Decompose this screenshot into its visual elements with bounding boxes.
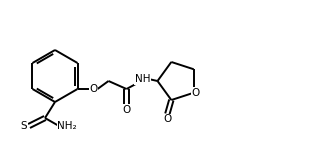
Text: NH: NH bbox=[135, 74, 150, 84]
Text: O: O bbox=[89, 84, 98, 94]
Text: O: O bbox=[191, 88, 200, 98]
Text: O: O bbox=[122, 105, 131, 115]
Text: NH₂: NH₂ bbox=[57, 121, 77, 131]
Text: O: O bbox=[163, 114, 171, 124]
Text: S: S bbox=[21, 121, 27, 131]
